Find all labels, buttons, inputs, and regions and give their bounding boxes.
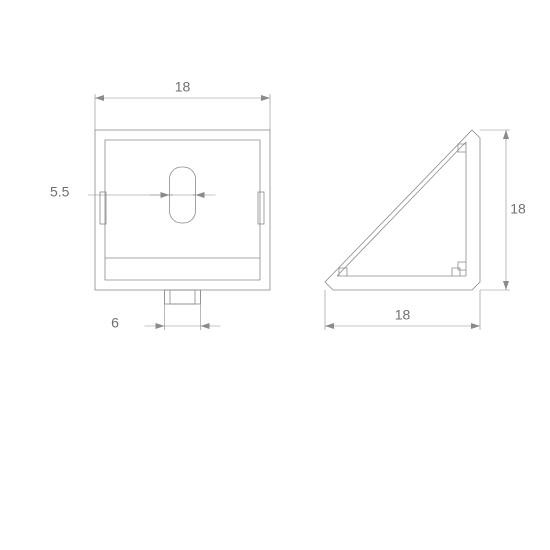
svg-text:18: 18 bbox=[395, 307, 411, 323]
side-outline bbox=[325, 130, 480, 290]
svg-text:18: 18 bbox=[510, 201, 526, 217]
svg-text:6: 6 bbox=[111, 315, 119, 331]
bottom-tab-step bbox=[170, 290, 195, 304]
side-view bbox=[325, 130, 480, 290]
technical-drawing: 18 5.5 6 18 18 bbox=[0, 0, 550, 550]
front-inner bbox=[105, 140, 260, 280]
side-inner-diagonal bbox=[337, 142, 466, 276]
clip-right bbox=[258, 192, 264, 224]
front-outer bbox=[95, 130, 270, 290]
front-view bbox=[95, 130, 270, 304]
svg-text:5.5: 5.5 bbox=[50, 184, 70, 200]
svg-text:18: 18 bbox=[175, 79, 191, 95]
